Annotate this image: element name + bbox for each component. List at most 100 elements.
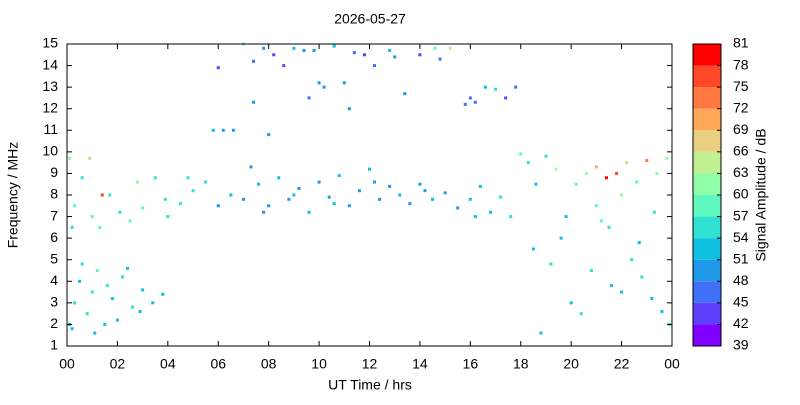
colorbar-band [693, 130, 721, 152]
colorbar-band [693, 259, 721, 282]
data-point [151, 301, 155, 305]
data-point [418, 53, 422, 57]
data-point [100, 193, 104, 197]
data-point [337, 174, 341, 178]
chart-title: 2026-05-27 [334, 11, 406, 27]
data-point [403, 92, 407, 96]
y-tick-label: 11 [43, 121, 58, 137]
colorbar-band [693, 238, 721, 260]
colorbar-tick-label: 42 [733, 315, 749, 331]
data-point [660, 309, 664, 313]
x-tick-label: 18 [513, 356, 529, 372]
data-point [438, 57, 442, 61]
data-point [362, 53, 366, 57]
colorbar-tick-label: 60 [733, 186, 749, 202]
data-point [393, 55, 397, 59]
data-point [594, 165, 598, 169]
data-point [554, 167, 558, 171]
colorbar-band [693, 65, 721, 88]
data-point [80, 176, 84, 180]
data-point [161, 292, 165, 296]
data-point [241, 197, 245, 201]
x-tick-label: 06 [210, 356, 226, 372]
data-point [103, 322, 107, 326]
data-point [153, 176, 157, 180]
x-tick-label: 10 [311, 356, 327, 372]
colorbar-tick-label: 69 [733, 121, 749, 137]
y-tick-label: 13 [42, 78, 58, 94]
data-point [297, 187, 301, 191]
x-tick-label: 02 [110, 356, 126, 372]
data-point [90, 290, 94, 294]
colorbar-tick-label: 48 [733, 272, 749, 288]
data-point [499, 195, 503, 199]
colorbar-tick-label: 66 [733, 143, 749, 159]
data-point [539, 331, 543, 335]
colorbar-label: Signal Amplitude / dB [753, 128, 769, 261]
colorbar-band [693, 195, 721, 217]
data-point [637, 240, 641, 244]
data-point [589, 269, 593, 272]
data-point [317, 81, 321, 85]
data-point [347, 107, 351, 111]
data-point [620, 290, 624, 294]
data-point [267, 133, 271, 137]
data-point [262, 46, 266, 50]
data-point [650, 297, 654, 301]
data-point [342, 81, 346, 85]
data-point [456, 206, 460, 210]
x-tick-label: 14 [412, 356, 428, 372]
data-point [665, 156, 669, 160]
y-tick-label: 2 [50, 315, 58, 331]
data-point [599, 219, 603, 223]
colorbar-tick-label: 54 [733, 229, 749, 245]
data-point [186, 176, 190, 180]
data-point [105, 284, 109, 288]
x-tick-label: 00 [664, 356, 680, 372]
data-point [141, 206, 145, 210]
data-point [489, 210, 492, 214]
y-tick-label: 3 [50, 294, 58, 310]
data-point [80, 262, 84, 266]
colorbar-tick-label: 63 [733, 164, 749, 180]
x-tick-label: 22 [614, 356, 630, 372]
colorbar-tick-label: 72 [733, 99, 749, 115]
data-point [368, 167, 371, 171]
colorbar-tick-label: 39 [733, 337, 749, 353]
data-point [569, 301, 573, 305]
data-point [504, 96, 508, 100]
y-tick-label: 14 [42, 56, 58, 72]
data-point [307, 210, 311, 214]
data-point [249, 165, 253, 169]
data-point [615, 171, 619, 175]
data-point [652, 210, 656, 214]
data-point [519, 152, 523, 156]
data-point [443, 191, 447, 195]
data-point [211, 128, 215, 132]
colorbar-tick-label: 75 [733, 78, 749, 94]
data-point [98, 225, 102, 229]
data-point [128, 219, 132, 223]
data-point [408, 202, 412, 206]
data-point [95, 269, 99, 272]
data-point [468, 96, 472, 100]
x-tick-label: 00 [59, 356, 75, 372]
data-point [574, 182, 578, 186]
colorbar-band [693, 108, 721, 131]
data-point [141, 288, 145, 292]
data-point [287, 197, 291, 201]
y-tick-label: 9 [50, 164, 58, 180]
data-point [549, 262, 553, 266]
data-point [514, 85, 518, 89]
data-point [93, 331, 97, 335]
data-point [317, 180, 321, 184]
data-point [252, 100, 256, 104]
data-point [302, 48, 306, 52]
data-point [423, 189, 427, 193]
data-point [531, 247, 535, 251]
x-axis-label: UT Time / hrs [328, 377, 412, 393]
y-tick-label: 1 [50, 337, 58, 353]
colorbar-tick-label: 45 [733, 294, 749, 310]
data-point [131, 305, 135, 309]
colorbar-tick-label: 57 [733, 207, 749, 223]
